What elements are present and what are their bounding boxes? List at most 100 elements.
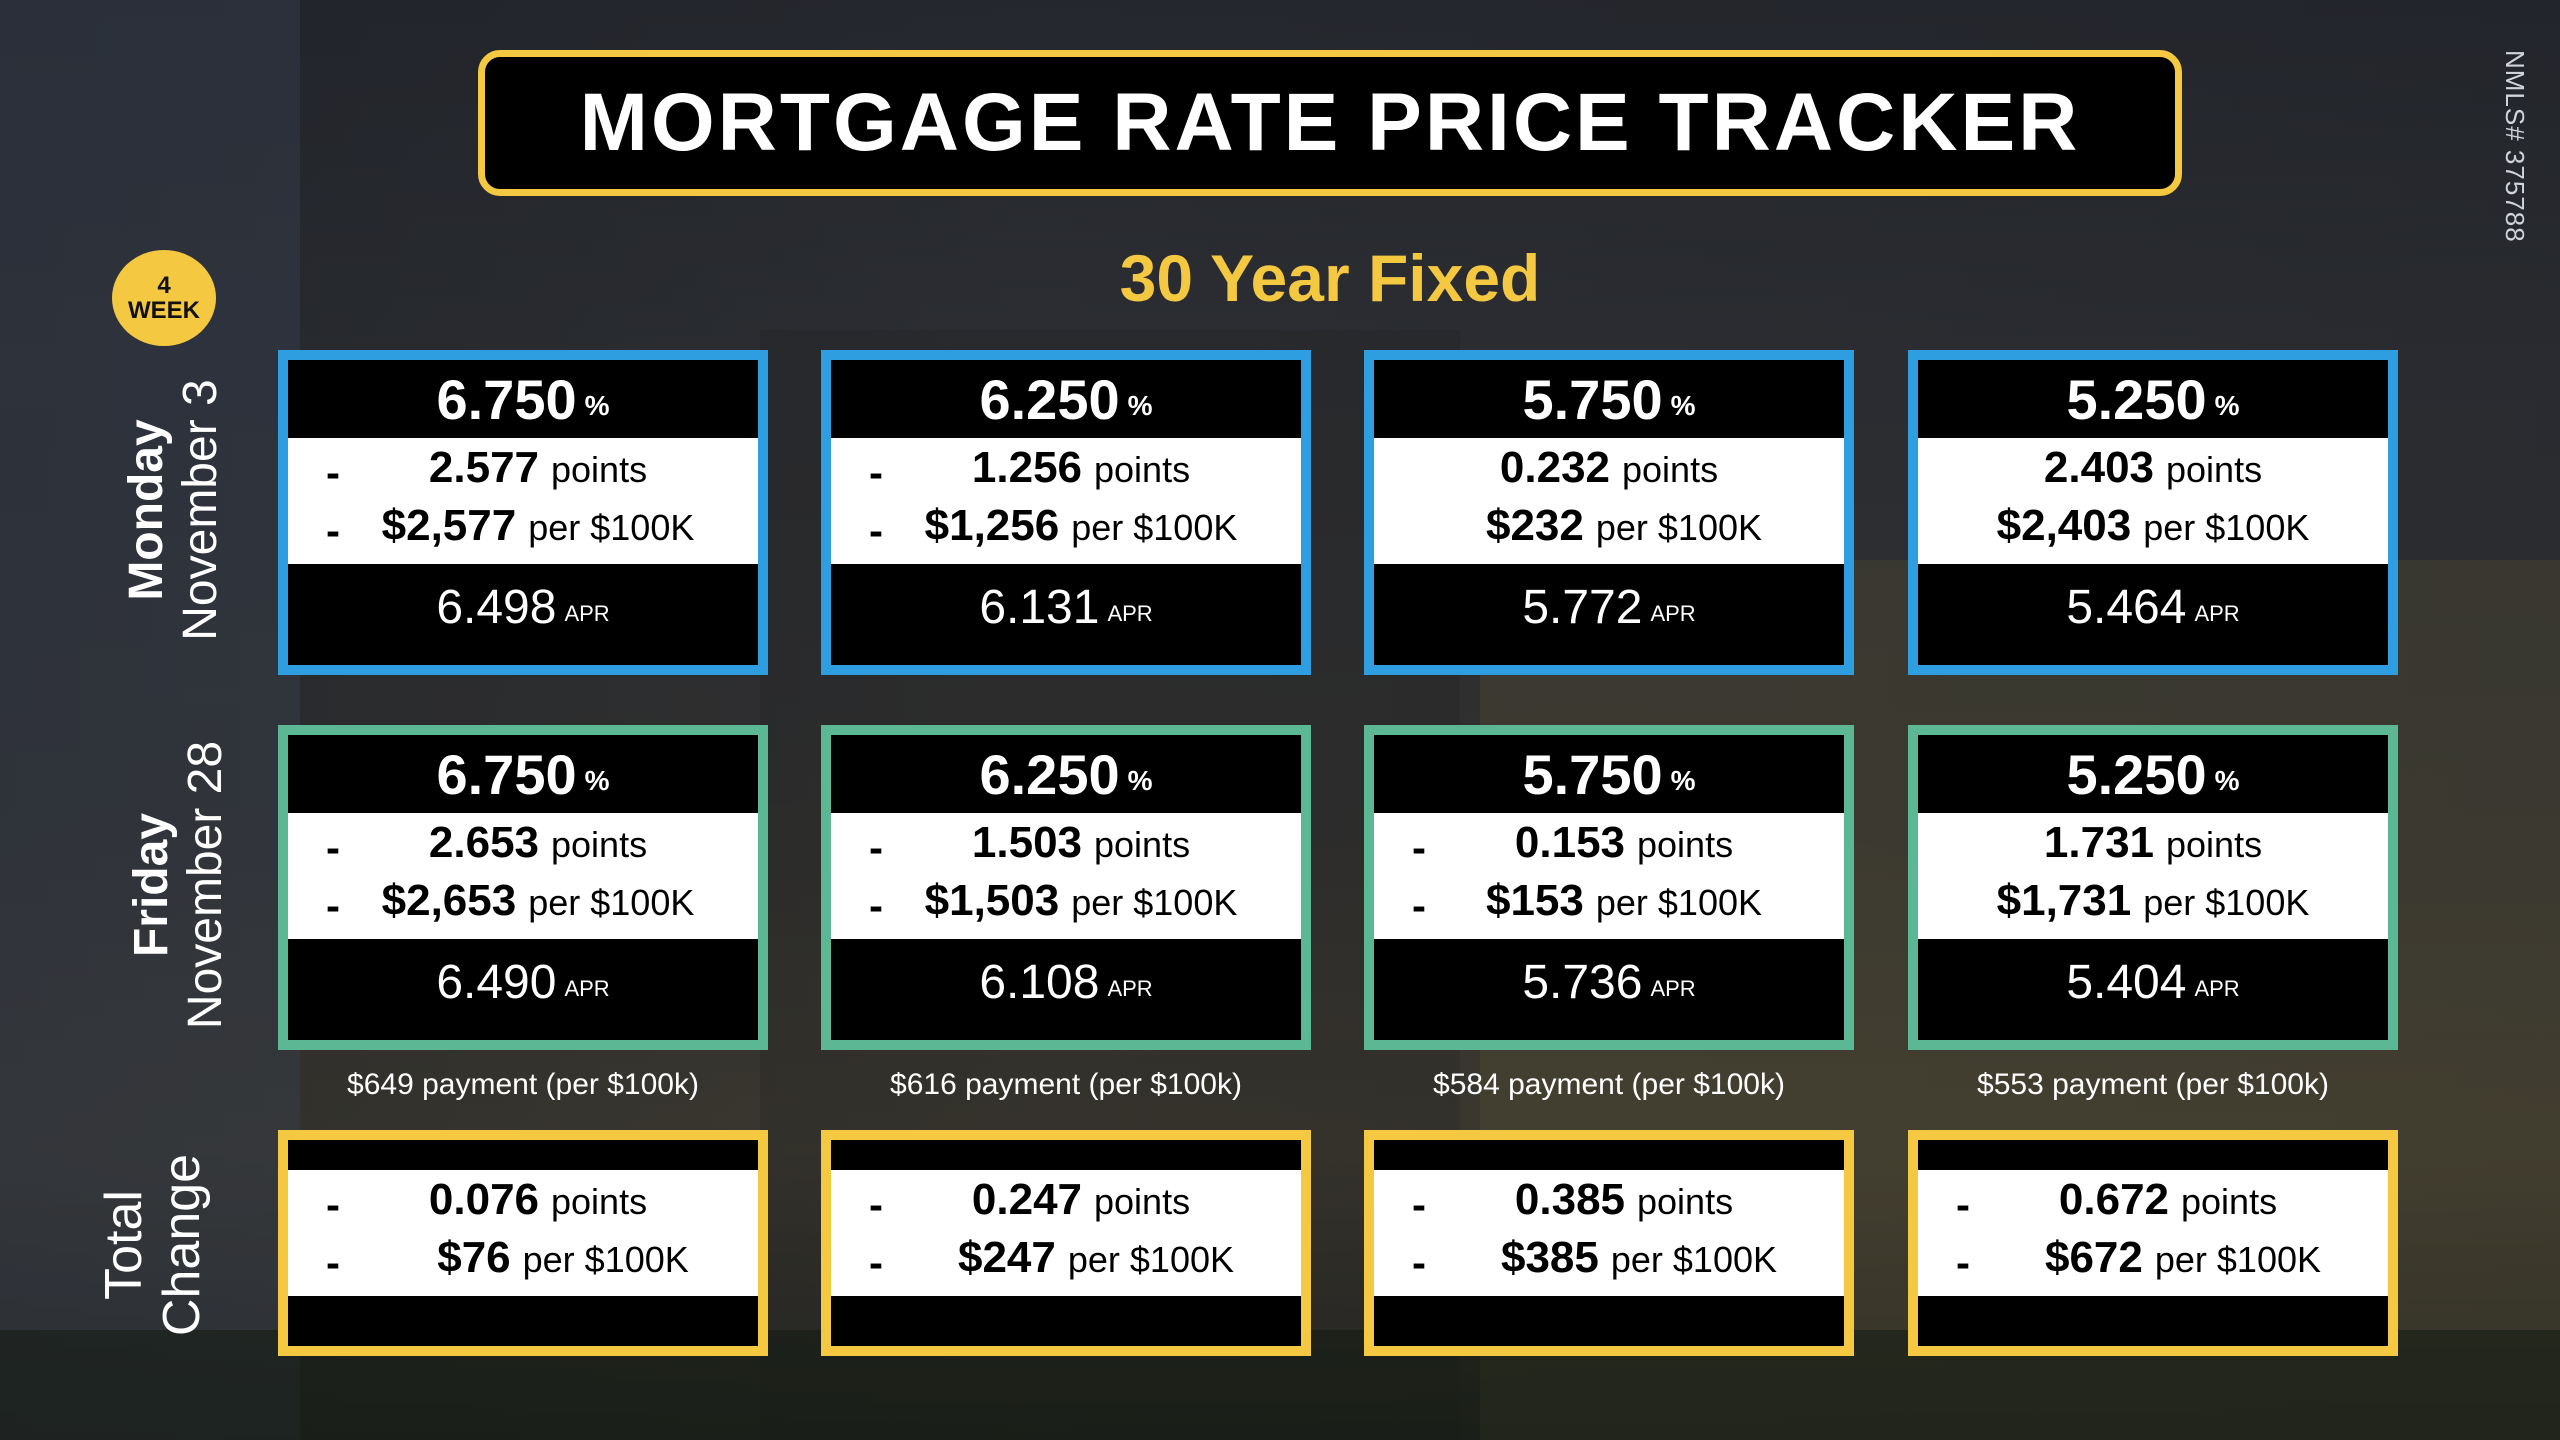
cost-line: - $76 per $100K — [288, 1233, 758, 1291]
loan-type-subtitle: 30 Year Fixed — [1119, 241, 1541, 315]
cost-line: - $2,653 per $100K — [288, 876, 758, 934]
nmls-number: NMLS# 375788 — [2500, 50, 2530, 243]
rate-value: 6.250 — [979, 742, 1120, 806]
cost-unit: per $100K — [1071, 507, 1238, 548]
apr-value: 6.108 — [979, 955, 1100, 1009]
total-change-card-1: - 0.076 points - $76 per $100K — [278, 1130, 768, 1356]
points-unit: points — [1094, 1181, 1191, 1222]
row-label-total: Total — [95, 1190, 153, 1300]
apr-row: 5.404 APR — [1918, 939, 2388, 1025]
percent-sign: % — [1127, 765, 1153, 796]
points-dash: - — [326, 449, 340, 496]
points-value: 2.403 — [2043, 443, 2155, 492]
cost-dash: - — [326, 507, 340, 554]
points-band: - 1.256 points - $1,256 per $100K — [831, 438, 1301, 564]
points-line: - 2.577 points — [288, 443, 758, 501]
apr-value: 6.490 — [436, 955, 557, 1009]
rate-value: 5.250 — [2066, 742, 2207, 806]
points-dash: - — [869, 449, 883, 496]
cost-value: $247 — [957, 1233, 1056, 1282]
apr-value: 6.498 — [436, 580, 557, 634]
points-line: - 1.256 points — [831, 443, 1301, 501]
rate-value: 6.750 — [436, 742, 577, 806]
cost-dash: - — [326, 882, 340, 929]
points-unit: points — [2181, 1181, 2278, 1222]
cost-line: $232 per $100K — [1374, 501, 1844, 559]
rate-header: 6.250 % — [831, 360, 1301, 438]
percent-sign: % — [1127, 390, 1153, 421]
rate-header: 6.750 % — [288, 735, 758, 813]
background-house-left — [0, 0, 300, 1440]
apr-row: 6.131 APR — [831, 564, 1301, 650]
points-unit: points — [1637, 1181, 1734, 1222]
points-line: 1.731 points — [1918, 818, 2388, 876]
percent-sign: % — [1670, 390, 1696, 421]
row-label-change: Change — [153, 1153, 212, 1337]
cost-dash: - — [1956, 1239, 1970, 1286]
total-change-card-3: - 0.385 points - $385 per $100K — [1364, 1130, 1854, 1356]
points-band: 2.403 points $2,403 per $100K — [1918, 438, 2388, 564]
apr-row: 6.498 APR — [288, 564, 758, 650]
apr-label: APR — [564, 976, 610, 1001]
cost-dash: - — [326, 1239, 340, 1286]
points-value: 2.577 — [428, 443, 540, 492]
points-line: 0.232 points — [1374, 443, 1844, 501]
points-unit: points — [1094, 449, 1191, 490]
points-line: - 2.653 points — [288, 818, 758, 876]
percent-sign: % — [1670, 765, 1696, 796]
apr-row: 6.108 APR — [831, 939, 1301, 1025]
points-value: 2.653 — [428, 818, 540, 867]
row-label-date: November 3 — [173, 379, 227, 641]
points-unit: points — [551, 1181, 648, 1222]
apr-row: 5.772 APR — [1374, 564, 1844, 650]
cost-line: - $672 per $100K — [1918, 1233, 2388, 1291]
rate-value: 5.750 — [1522, 367, 1663, 431]
rate-value: 5.750 — [1522, 742, 1663, 806]
cost-value: $1,503 — [924, 876, 1060, 925]
row-label-day: Monday — [120, 419, 173, 601]
points-value: 0.153 — [1514, 818, 1626, 867]
week-badge: 4 WEEK — [112, 250, 216, 346]
cost-unit: per $100K — [528, 507, 695, 548]
points-dash: - — [869, 824, 883, 871]
cost-unit: per $100K — [1595, 882, 1763, 923]
points-unit: points — [1637, 824, 1734, 865]
cost-dash: - — [869, 1239, 883, 1286]
points-dash: - — [326, 1181, 340, 1228]
cost-dash: - — [1412, 882, 1426, 929]
apr-row: 6.490 APR — [288, 939, 758, 1025]
points-line: - 0.076 points — [288, 1175, 758, 1233]
week-badge-label: WEEK — [128, 297, 200, 324]
cost-line: - $1,256 per $100K — [831, 501, 1301, 559]
points-value: 0.385 — [1514, 1175, 1626, 1224]
cost-value: $2,577 — [381, 501, 517, 550]
rate-value: 6.750 — [436, 367, 577, 431]
cost-value: $672 — [2044, 1233, 2143, 1282]
points-band: 0.232 points $232 per $100K — [1374, 438, 1844, 564]
apr-label: APR — [1650, 976, 1696, 1001]
points-dash: - — [1956, 1181, 1970, 1228]
title-banner: MORTGAGE RATE PRICE TRACKER — [478, 50, 2182, 196]
points-band: - 0.153 points - $153 per $100K — [1374, 813, 1844, 939]
row-label-date: November 28 — [178, 740, 232, 1030]
apr-label: APR — [2194, 601, 2240, 626]
rate-header: 6.750 % — [288, 360, 758, 438]
rate-header: 5.250 % — [1918, 360, 2388, 438]
rate-card-monday-4: 5.250 % 2.403 points $2,403 per $100K 5.46… — [1908, 350, 2398, 675]
points-unit: points — [2166, 449, 2263, 490]
total-change-band: - 0.385 points - $385 per $100K — [1374, 1170, 1844, 1296]
points-line: - 1.503 points — [831, 818, 1301, 876]
points-line: - 0.385 points — [1374, 1175, 1844, 1233]
points-unit: points — [551, 449, 648, 490]
points-band: - 1.503 points - $1,503 per $100K — [831, 813, 1301, 939]
cost-dash: - — [869, 882, 883, 929]
rate-card-monday-3: 5.750 % 0.232 points $232 per $100K 5.772 … — [1364, 350, 1854, 675]
rate-card-friday-1: 6.750 % - 2.653 points - $2,653 per $100K … — [278, 725, 768, 1050]
apr-value: 5.736 — [1522, 955, 1643, 1009]
cost-unit: per $100K — [2143, 507, 2310, 548]
page-title: MORTGAGE RATE PRICE TRACKER — [579, 77, 2081, 168]
rate-header: 5.750 % — [1374, 360, 1844, 438]
cost-value: $1,731 — [1996, 876, 2132, 925]
apr-row: 5.736 APR — [1374, 939, 1844, 1025]
rate-header: 5.250 % — [1918, 735, 2388, 813]
